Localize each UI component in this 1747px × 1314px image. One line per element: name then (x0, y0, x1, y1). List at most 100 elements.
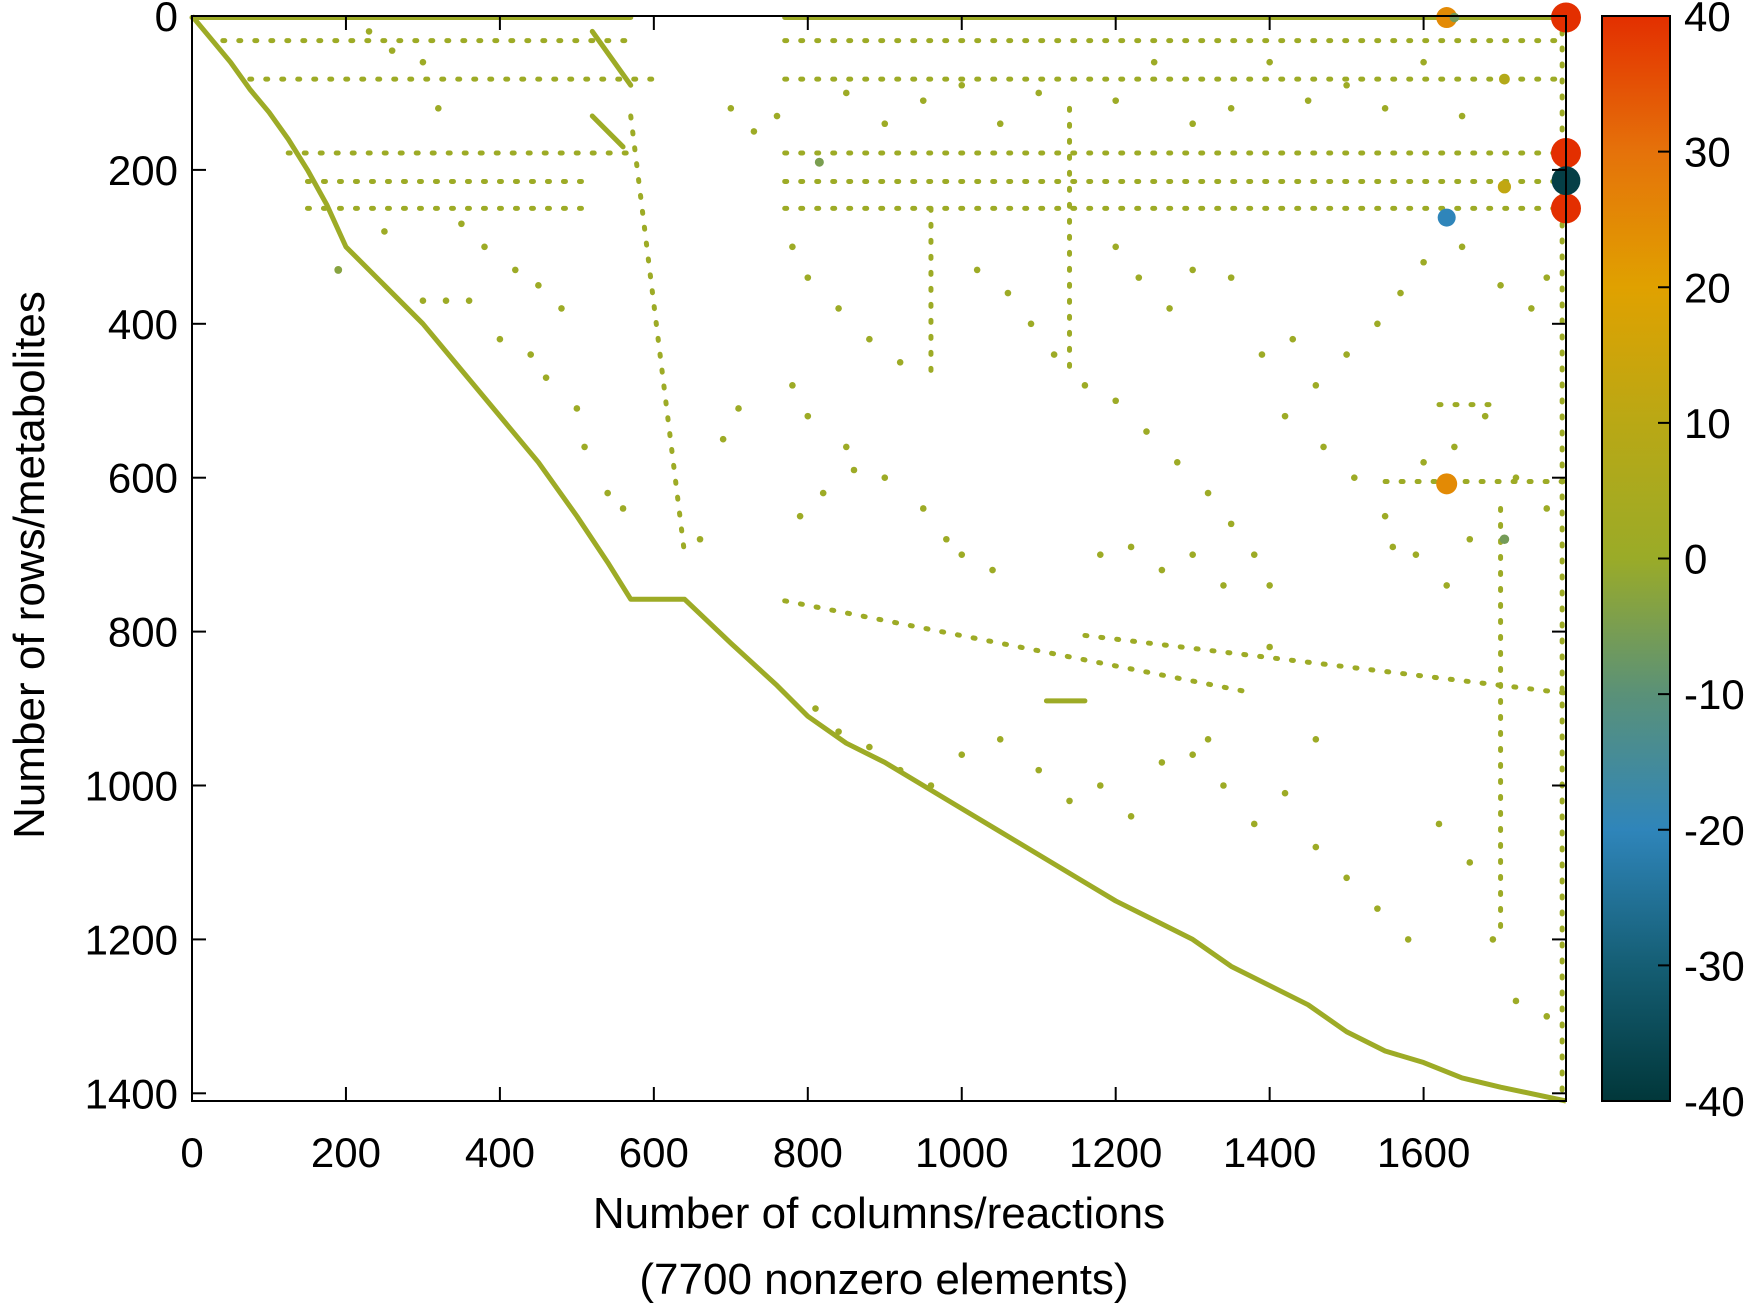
nonzero-point (958, 751, 966, 759)
nonzero-point (1227, 520, 1235, 528)
nonzero-point (835, 305, 842, 312)
nonzero-point (1158, 566, 1166, 574)
nonzero-point (919, 505, 927, 512)
nonzero-point (804, 412, 812, 420)
nonzero-band (1082, 632, 1569, 696)
nonzero-point (789, 382, 796, 389)
nonzero-point (973, 266, 981, 274)
x-tick-label: 400 (465, 1129, 535, 1176)
x-tick-label: 200 (311, 1129, 381, 1176)
nonzero-point (804, 274, 812, 281)
nonzero-point (1250, 820, 1258, 828)
y-tick-label: 0 (155, 0, 178, 40)
nonzero-point (1312, 736, 1320, 743)
nonzero-point (1420, 58, 1427, 66)
nonzero-point (1451, 443, 1458, 451)
nonzero-point (1458, 112, 1466, 120)
y-axis-label: Number of rows/metabolites (5, 291, 54, 839)
x-tick-label: 1200 (1069, 1129, 1162, 1176)
y-tick-label: 200 (108, 147, 178, 194)
nonzero-point (881, 474, 889, 482)
nonzero-point (1512, 997, 1520, 1005)
nonzero-point (1127, 543, 1135, 551)
nonzero-point (1066, 797, 1073, 805)
nonzero-point (1112, 97, 1119, 104)
nonzero-point (1050, 351, 1058, 358)
nonzero-point (927, 782, 935, 789)
nonzero-point (1035, 766, 1043, 774)
nonzero-point (1543, 274, 1551, 281)
large-value-marker (1437, 208, 1456, 227)
nonzero-point (1150, 58, 1158, 66)
nonzero-point (1374, 320, 1381, 328)
nonzero-point (1189, 266, 1196, 274)
nonzero-point (1389, 543, 1397, 551)
nonzero-point (1443, 582, 1450, 589)
nonzero-point (842, 443, 850, 451)
plot-marks (189, 2, 1581, 1104)
nonzero-point (1112, 243, 1119, 251)
nonzero-point (1497, 282, 1504, 289)
nonzero-point (958, 81, 966, 89)
nonzero-point (1512, 474, 1520, 482)
nonzero-point (819, 489, 827, 497)
nonzero-point (535, 282, 542, 289)
nonzero-point (719, 435, 727, 443)
nonzero-point (896, 766, 904, 774)
nonzero-point (696, 535, 704, 543)
nonzero-point (1343, 874, 1350, 882)
nonzero-band (782, 598, 1257, 696)
nonzero-point (750, 128, 758, 135)
nonzero-point (1343, 81, 1350, 89)
nonzero-point (796, 512, 804, 520)
nonzero-point (435, 105, 442, 112)
nonzero-point (1166, 305, 1173, 312)
colorbar-ticks: 40 30 20 10 0 -10 -20 -30 -40 (1658, 0, 1745, 1125)
nonzero-point (1112, 397, 1119, 405)
nonzero-point (573, 405, 581, 412)
nonzero-point (1543, 505, 1551, 512)
nonzero-point (1320, 443, 1327, 451)
nonzero-point (1250, 551, 1258, 558)
nonzero-point (1173, 459, 1181, 466)
nonzero-point (1304, 97, 1312, 104)
nonzero-point (1204, 736, 1212, 743)
nonzero-point (958, 551, 966, 558)
nonzero-point (1312, 843, 1320, 851)
nonzero-point (842, 89, 850, 97)
nonzero-point (727, 105, 735, 112)
nonzero-point (1204, 489, 1212, 497)
nonzero-point (388, 47, 396, 54)
nonzero-point (1397, 289, 1404, 297)
nonzero-point (1435, 820, 1443, 828)
nonzero-point (1404, 936, 1412, 943)
nonzero-band (589, 28, 634, 88)
nonzero-point (419, 58, 427, 66)
colorbar-tick-label: -40 (1684, 1078, 1745, 1125)
nonzero-point (1127, 812, 1135, 820)
nonzero-point (542, 374, 550, 381)
nonzero-point (1458, 243, 1466, 251)
colorbar-tick-label: -30 (1684, 942, 1745, 989)
nonzero-point (1281, 789, 1289, 797)
nonzero-point (835, 728, 842, 735)
nonzero-point (1189, 551, 1196, 558)
colorbar-tick-label: 30 (1684, 129, 1731, 176)
colorbar-tick-label: -20 (1684, 807, 1745, 854)
nonzero-point (465, 297, 473, 305)
nonzero-point (511, 266, 519, 274)
colorbar-tick-label: 10 (1684, 400, 1731, 447)
large-value-marker (1499, 73, 1510, 85)
nonzero-point (1528, 305, 1535, 312)
colorbar-tick-label: -10 (1684, 671, 1745, 718)
colorbar-tick-label: 40 (1684, 0, 1731, 40)
nonzero-point (1351, 474, 1358, 482)
nonzero-point (1466, 859, 1474, 866)
nonzero-point (1258, 351, 1266, 358)
nonzero-point (1158, 759, 1166, 766)
nonzero-point (1381, 512, 1389, 520)
nonzero-point (1266, 643, 1273, 651)
nonzero-point (789, 243, 796, 251)
nonzero-point (996, 736, 1004, 743)
